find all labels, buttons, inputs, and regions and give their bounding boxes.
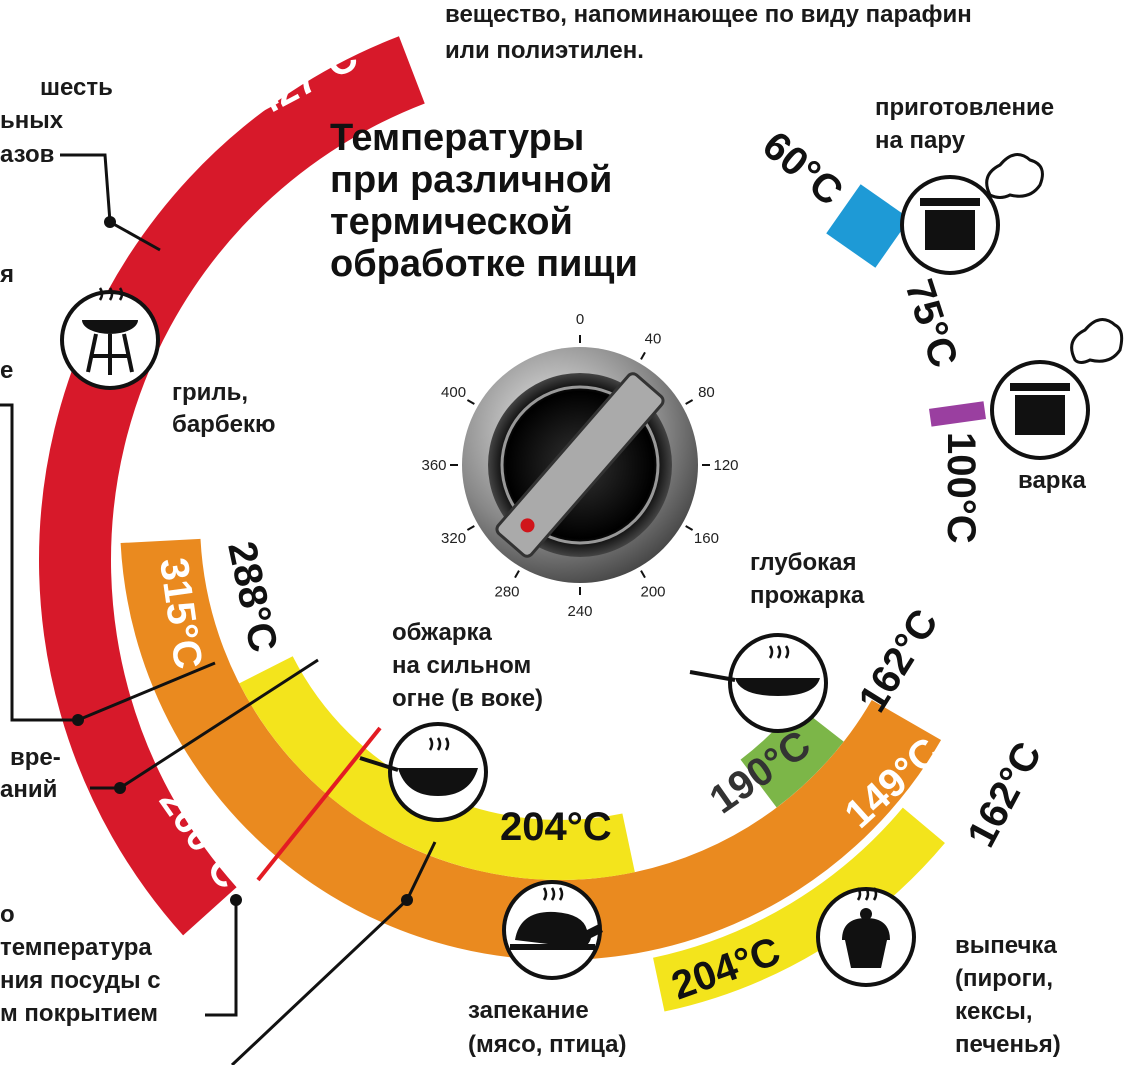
title-line: Температуры	[330, 117, 584, 159]
note-line: шесть	[40, 74, 113, 101]
label-line: глубокая	[750, 549, 857, 576]
dial-tick-label: 160	[694, 530, 719, 547]
note-line: температура	[0, 934, 152, 961]
oven-dial: 0 40 80 120 160 200 240 280 320 360 400	[421, 311, 738, 620]
dial-tick	[515, 571, 519, 578]
label-line: гриль,	[172, 379, 248, 406]
label-line: огне (в воке)	[392, 685, 543, 712]
label-line: (пироги,	[955, 965, 1053, 992]
note-line: азов	[0, 141, 54, 168]
bake-icon	[818, 888, 914, 985]
steam-band	[826, 184, 910, 268]
dot	[72, 714, 84, 726]
label-line: на пару	[875, 127, 966, 154]
dot	[104, 216, 116, 228]
temp-label: 162°C	[959, 735, 1050, 854]
note-line: ьных	[0, 107, 64, 134]
title-line: обработке пищи	[330, 243, 638, 285]
infographic: 0 40 80 120 160 200 240 280 320 360 400 вещество, …	[0, 0, 1124, 1065]
temp-label: 162°C	[850, 602, 946, 720]
dial-tick	[641, 571, 645, 578]
label-line: (мясо, птица)	[468, 1031, 626, 1058]
dial-tick-label: 360	[421, 457, 446, 474]
dial-tick	[686, 400, 693, 404]
label-line: приготовление	[875, 94, 1054, 121]
note-line: е	[0, 357, 13, 384]
grill-icon	[62, 288, 158, 388]
temp-label: 204°C	[500, 805, 612, 849]
dot	[401, 894, 413, 906]
label-line: варка	[1018, 467, 1086, 494]
dial-tick	[467, 526, 474, 530]
note-line: я	[0, 261, 14, 288]
dial-tick	[467, 400, 474, 404]
dial-tick-label: 280	[494, 583, 519, 600]
dial-tick-label: 80	[698, 384, 715, 401]
note-line: о	[0, 901, 15, 928]
dial-tick-label: 40	[645, 331, 662, 348]
label-line: барбекю	[172, 411, 276, 438]
deep-fry-icon	[690, 635, 826, 731]
boil-band	[929, 401, 986, 426]
dial-tick-label: 240	[567, 603, 592, 620]
dial-tick-label: 120	[713, 457, 738, 474]
temp-label: 75°C	[896, 274, 965, 373]
temp-label: 288°C	[219, 538, 285, 656]
label-line: запекание	[468, 997, 589, 1024]
dot	[230, 894, 242, 906]
label-line: печенья)	[955, 1031, 1061, 1058]
label-line: выпечка	[955, 932, 1057, 959]
note-line: вре-	[10, 744, 61, 771]
note-line: аний	[0, 776, 57, 803]
dial-tick-label: 320	[441, 530, 466, 547]
dot	[114, 782, 126, 794]
header-line: вещество, напоминающее по виду парафин	[445, 1, 972, 28]
note-line: ния посуды с	[0, 967, 161, 994]
title-line: термической	[330, 201, 573, 243]
dial-tick-label: 400	[441, 384, 466, 401]
label-line: кексы,	[955, 998, 1033, 1025]
label-line: прожарка	[750, 582, 865, 609]
dial-tick	[686, 526, 693, 530]
connector	[205, 900, 236, 1015]
dial-tick	[641, 352, 645, 359]
header-line: или полиэтилен.	[445, 37, 644, 64]
label-line: на сильном	[392, 652, 531, 679]
dial-tick-label: 0	[576, 311, 584, 328]
temp-label: 60°C	[754, 123, 851, 214]
roast-icon	[504, 882, 603, 978]
temp-label: 100°C	[939, 432, 983, 544]
dial-tick-label: 200	[640, 583, 665, 600]
boil-icon	[992, 320, 1122, 458]
title-line: при различной	[330, 159, 612, 201]
label-line: обжарка	[392, 619, 492, 646]
steam-icon	[902, 155, 1042, 273]
note-line: м покрытием	[0, 1000, 158, 1027]
